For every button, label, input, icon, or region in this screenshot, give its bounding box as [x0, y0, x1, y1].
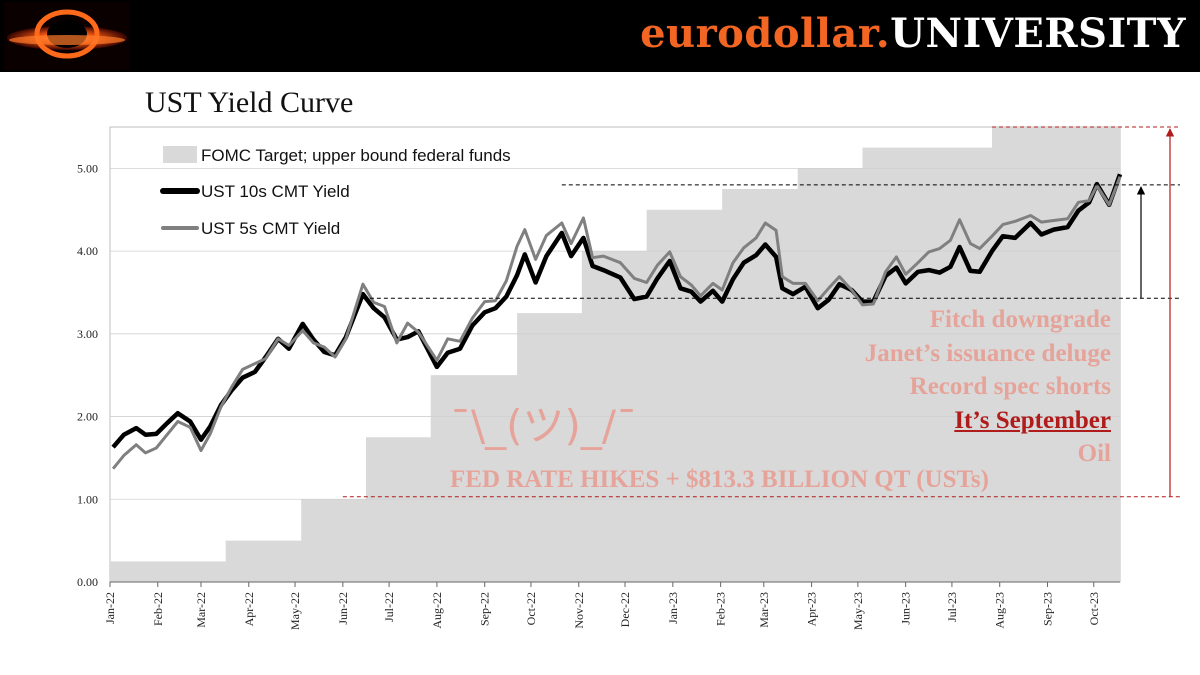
annotation-fed: FED RATE HIKES + $813.3 BILLION QT (USTs…	[450, 466, 989, 493]
y-tick-label: 0.00	[77, 575, 98, 589]
y-tick-label: 4.00	[77, 244, 98, 258]
brand-part-2: UNIVERSITY	[890, 10, 1186, 57]
x-tick-label: Jul-22	[382, 592, 396, 622]
x-tick-label: Jul-23	[945, 592, 959, 622]
annotation-record: Record spec shorts	[909, 373, 1111, 400]
x-tick-label: Oct-22	[524, 592, 538, 625]
legend-label-5s: UST 5s CMT Yield	[201, 219, 340, 238]
y-tick-label: 5.00	[77, 161, 98, 175]
annotation-janet: Janet’s issuance deluge	[864, 340, 1111, 367]
annotation-fitch: Fitch downgrade	[929, 306, 1111, 333]
chart-title: UST Yield Curve	[145, 86, 354, 119]
x-tick-label: May-23	[851, 592, 865, 630]
x-tick-label: Mar-23	[757, 592, 771, 628]
legend-label-10s: UST 10s CMT Yield	[201, 182, 350, 201]
x-tick-label: Apr-22	[242, 592, 256, 626]
x-tick-label: Oct-23	[1087, 592, 1101, 625]
fomc-band	[110, 127, 1120, 582]
x-tick-label: Jun-23	[899, 592, 913, 625]
x-tick-label: Aug-22	[430, 592, 444, 629]
x-tick-label: Nov-22	[572, 592, 586, 629]
series-line-ust-5s	[111, 176, 1122, 470]
header-bar: eurodollar.UNIVERSITY	[0, 0, 1200, 72]
x-tick-label: Aug-23	[993, 592, 1007, 629]
x-tick-label: Feb-23	[714, 592, 728, 626]
annotation-oil: Oil	[1077, 440, 1111, 467]
annotation-shrug: ¯\_(ツ)_/¯	[450, 401, 638, 450]
brand-wordmark: eurodollar.UNIVERSITY	[640, 8, 1186, 60]
x-tick-label: Jan-22	[103, 592, 117, 624]
x-tick-label: Apr-23	[805, 592, 819, 626]
x-tick-label: Mar-22	[194, 592, 208, 628]
y-tick-label: 3.00	[77, 327, 98, 341]
y-tick-label: 2.00	[77, 410, 98, 424]
x-tick-label: Sep-23	[1041, 592, 1055, 626]
x-tick-label: Jun-22	[336, 592, 350, 625]
y-tick-label: 1.00	[77, 492, 98, 506]
brand-part-1: eurodollar.	[640, 10, 891, 57]
logo-icon	[4, 2, 130, 70]
x-tick-label: May-22	[288, 592, 302, 630]
annotation-september: It’s September	[954, 407, 1111, 434]
x-tick-label: Jan-23	[666, 592, 680, 624]
x-tick-label: Sep-22	[478, 592, 492, 626]
x-tick-label: Feb-22	[151, 592, 165, 626]
legend-label-fomc: FOMC Target; upper bound federal funds	[201, 146, 511, 165]
legend-swatch-fomc	[163, 146, 197, 163]
x-tick-label: Dec-22	[618, 592, 632, 627]
